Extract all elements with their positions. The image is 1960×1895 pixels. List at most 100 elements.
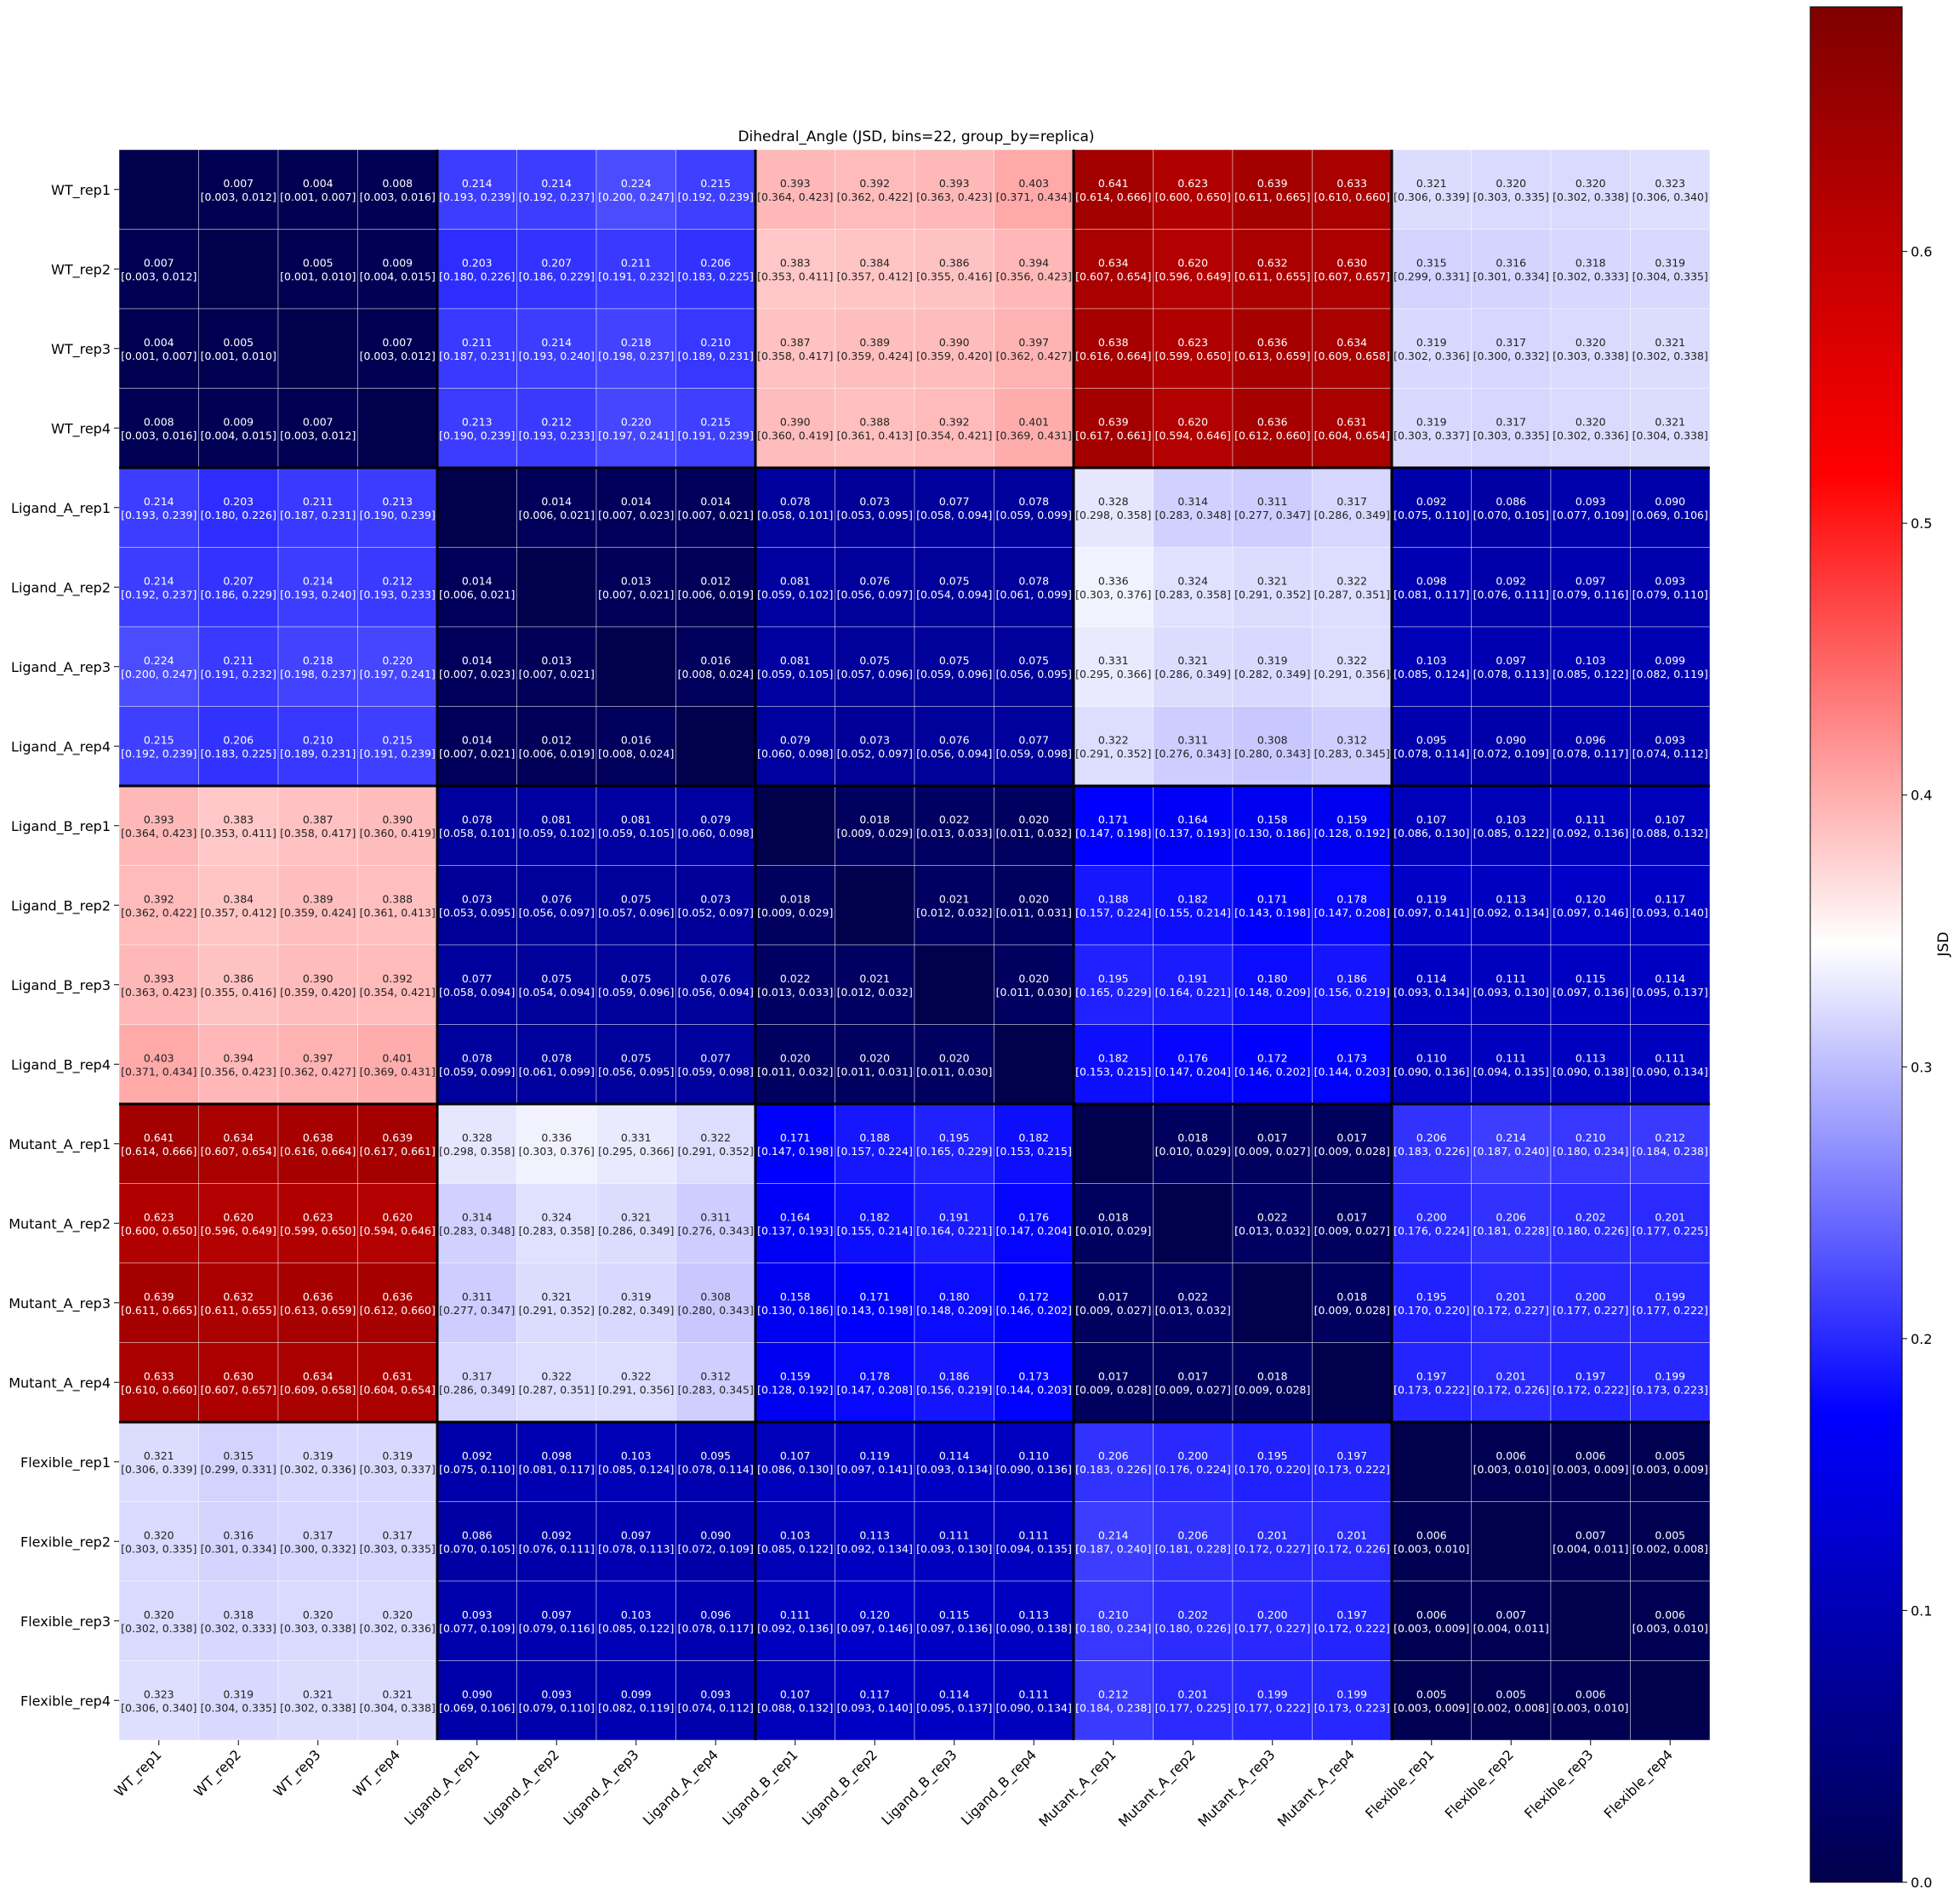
cell-interval-label: [0.599, 0.650]: [280, 1224, 356, 1237]
heatmap-cell: [914, 149, 994, 230]
cell-value-label: 0.006: [1496, 1449, 1526, 1462]
cell-value-label: 0.093: [1655, 574, 1685, 587]
cell-interval-label: [0.090, 0.136]: [996, 1463, 1072, 1476]
cell-value-label: 0.197: [1336, 1449, 1367, 1462]
heatmap-cell: [1312, 547, 1393, 628]
heatmap-cell: [1073, 785, 1154, 866]
cell-interval-label: [0.302, 0.338]: [280, 1701, 356, 1714]
cell-interval-label: [0.611, 0.665]: [121, 1304, 197, 1317]
cell-interval-label: [0.193, 0.239]: [121, 509, 197, 521]
heatmap-cell: [1550, 944, 1631, 1025]
cell-interval-label: [0.299, 0.331]: [201, 1463, 276, 1476]
x-tick-label: WT_rep3: [271, 1746, 325, 1801]
cell-value-label: 0.018: [1336, 1290, 1367, 1303]
cell-interval-label: [0.004, 0.011]: [1553, 1542, 1628, 1555]
heatmap-cell: [198, 229, 279, 310]
cell-interval-label: [0.359, 0.424]: [280, 906, 356, 919]
cell-value-label: 0.097: [1575, 574, 1606, 587]
heatmap-cell: [1312, 785, 1393, 866]
cell-value-label: 0.020: [859, 1051, 890, 1064]
cell-value-label: 0.113: [859, 1528, 890, 1541]
cell-value-label: 0.090: [1496, 733, 1526, 746]
cell-value-label: 0.336: [1098, 574, 1129, 587]
cell-interval-label: [0.082, 0.119]: [1632, 668, 1708, 680]
cell-value-label: 0.180: [939, 1290, 970, 1303]
cell-interval-label: [0.056, 0.094]: [678, 986, 754, 999]
cell-value-label: 0.639: [1098, 415, 1129, 428]
heatmap-cell: [675, 1421, 756, 1502]
heatmap-cell: [1630, 1183, 1711, 1264]
cell-interval-label: [0.004, 0.011]: [1473, 1622, 1549, 1635]
heatmap-cell: [118, 626, 199, 707]
cell-interval-label: [0.076, 0.111]: [519, 1542, 595, 1555]
heatmap-cell: [198, 1103, 279, 1184]
heatmap-cell: [595, 944, 676, 1025]
cell-value-label: 0.099: [621, 1687, 652, 1700]
cell-value-label: 0.086: [462, 1528, 493, 1541]
heatmap-cell: [994, 626, 1074, 707]
cell-value-label: 0.320: [1575, 336, 1606, 349]
cell-value-label: 0.318: [1575, 256, 1606, 269]
cell-interval-label: [0.147, 0.204]: [1155, 1065, 1231, 1078]
cell-value-label: 0.636: [303, 1290, 333, 1303]
y-tick-label: WT_rep4: [51, 420, 111, 437]
cell-value-label: 0.389: [303, 892, 333, 905]
cell-value-label: 0.076: [541, 892, 572, 905]
cell-interval-label: [0.183, 0.226]: [1393, 1145, 1469, 1158]
cell-value-label: 0.017: [1336, 1210, 1367, 1223]
cell-value-label: 0.201: [1655, 1210, 1685, 1223]
cell-value-label: 0.092: [1416, 495, 1447, 508]
cell-value-label: 0.107: [1655, 813, 1685, 826]
cell-interval-label: [0.006, 0.021]: [519, 509, 595, 521]
cell-value-label: 0.077: [700, 1051, 731, 1064]
cell-interval-label: [0.012, 0.032]: [916, 906, 992, 919]
heatmap-cell: [357, 1421, 438, 1502]
heatmap-cell: [357, 1103, 438, 1184]
cell-value-label: 0.098: [541, 1449, 572, 1462]
heatmap-cell: [516, 1262, 597, 1343]
cell-value-label: 0.119: [859, 1449, 890, 1462]
cell-value-label: 0.017: [1257, 1131, 1288, 1144]
heatmap-cell: [118, 1024, 199, 1105]
cell-interval-label: [0.286, 0.349]: [1314, 509, 1390, 521]
heatmap-cell: [755, 626, 835, 707]
cell-interval-label: [0.054, 0.094]: [916, 588, 992, 600]
cell-value-label: 0.319: [1416, 415, 1447, 428]
cell-value-label: 0.316: [1496, 256, 1526, 269]
cell-interval-label: [0.006, 0.019]: [519, 747, 595, 760]
cell-value-label: 0.319: [1257, 654, 1288, 667]
cell-value-label: 0.018: [780, 892, 811, 905]
cell-interval-label: [0.198, 0.237]: [598, 350, 674, 362]
cell-interval-label: [0.187, 0.231]: [280, 509, 356, 521]
cell-value-label: 0.022: [780, 972, 811, 985]
cell-value-label: 0.631: [1336, 415, 1367, 428]
heatmap-cell: [755, 1103, 835, 1184]
cell-interval-label: [0.356, 0.423]: [201, 1065, 276, 1078]
cell-value-label: 0.021: [939, 892, 970, 905]
heatmap-cell: [1630, 1342, 1711, 1423]
cell-interval-label: [0.301, 0.334]: [201, 1542, 276, 1555]
cell-value-label: 0.218: [621, 336, 652, 349]
heatmap-cell: [1312, 308, 1393, 389]
heatmap-cell: [516, 785, 597, 866]
cell-value-label: 0.620: [382, 1210, 413, 1223]
cell-interval-label: [0.070, 0.105]: [1473, 509, 1549, 521]
cell-interval-label: [0.010, 0.029]: [1155, 1145, 1231, 1158]
heatmap-cell: [675, 944, 756, 1025]
cell-interval-label: [0.009, 0.028]: [1314, 1145, 1390, 1158]
heatmap-cell: [1232, 1103, 1313, 1184]
cell-value-label: 0.090: [1655, 495, 1685, 508]
heatmap-cell: [277, 1103, 358, 1184]
cell-interval-label: [0.137, 0.193]: [757, 1224, 833, 1237]
cell-value-label: 0.319: [1655, 256, 1685, 269]
heatmap-cell: [1232, 1183, 1313, 1264]
x-tick-label: Flexible_rep4: [1601, 1746, 1677, 1822]
cell-interval-label: [0.172, 0.226]: [1473, 1383, 1549, 1396]
heatmap-cell: [1073, 1262, 1154, 1343]
cell-interval-label: [0.306, 0.339]: [121, 1463, 197, 1476]
cell-interval-label: [0.354, 0.421]: [916, 429, 992, 441]
cell-value-label: 0.390: [382, 813, 413, 826]
heatmap-cell: [436, 467, 517, 548]
heatmap-cell: [118, 467, 199, 548]
heatmap-cell: [357, 1342, 438, 1423]
